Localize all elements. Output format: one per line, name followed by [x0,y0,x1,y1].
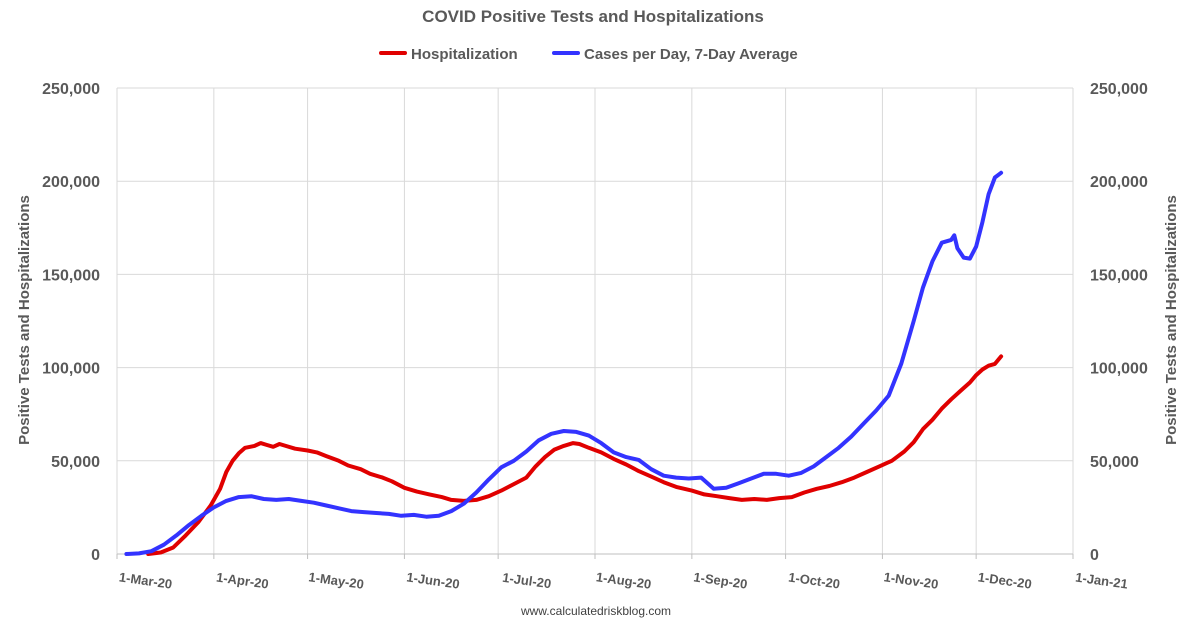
y-tick-right: 100,000 [1090,361,1148,378]
series-line-0 [146,354,1004,556]
x-tick-label: 1-Aug-20 [595,569,652,592]
x-tick-label: 1-Oct-20 [787,569,841,591]
x-tick-label: 1-Dec-20 [977,569,1033,591]
y-tick-right: 50,000 [1090,454,1139,471]
axes [116,553,1074,559]
y-tick-left: 0 [91,547,100,564]
series-line-1 [124,170,1004,556]
x-axis-ticks: 1-Mar-20 1-Apr-20 1-May-20 1-Jun-20 1-Jul-20… [118,569,1129,592]
x-tick-label: 1-Apr-20 [215,569,269,591]
y-tick-right: 200,000 [1090,174,1148,191]
source-credit: www.calculatedriskblog.com [520,604,671,618]
y-axis-right-ticks: 0 50,000 100,000 150,000 200,000 250,000 [1090,81,1148,564]
y-axis-left-ticks: 0 50,000 100,000 150,000 200,000 250,000 [42,81,100,564]
x-tick-label: 1-Mar-20 [118,569,173,591]
y-tick-left: 100,000 [42,361,100,378]
x-tick-label: 1-Jul-20 [501,570,552,592]
y-tick-left: 150,000 [42,267,100,284]
x-tick-label: 1-Sep-20 [693,569,749,591]
chart-title: COVID Positive Tests and Hospitalization… [422,7,764,26]
x-tick-label: 1-Jun-20 [406,569,461,591]
y-tick-right: 0 [1090,547,1099,564]
legend: Hospitalization Cases per Day, 7-Day Aver… [379,46,798,63]
y-tick-left: 50,000 [51,454,100,471]
y-tick-left: 200,000 [42,174,100,191]
y-tick-right: 250,000 [1090,81,1148,98]
series-lines [124,170,1004,556]
x-tick-label: 1-Jan-21 [1074,569,1128,591]
gridlines [116,87,1074,554]
y-tick-left: 250,000 [42,81,100,98]
x-tick-label: 1-May-20 [308,569,365,592]
legend-label-1: Cases per Day, 7-Day Average [584,46,798,63]
legend-label-0: Hospitalization [411,46,518,63]
x-tick-label: 1-Nov-20 [883,569,939,591]
y-axis-left-label: Positive Tests and Hospitalizations [16,195,33,445]
y-tick-right: 150,000 [1090,267,1148,284]
y-axis-right-label: Positive Tests and Hospitalizations [1163,195,1180,445]
